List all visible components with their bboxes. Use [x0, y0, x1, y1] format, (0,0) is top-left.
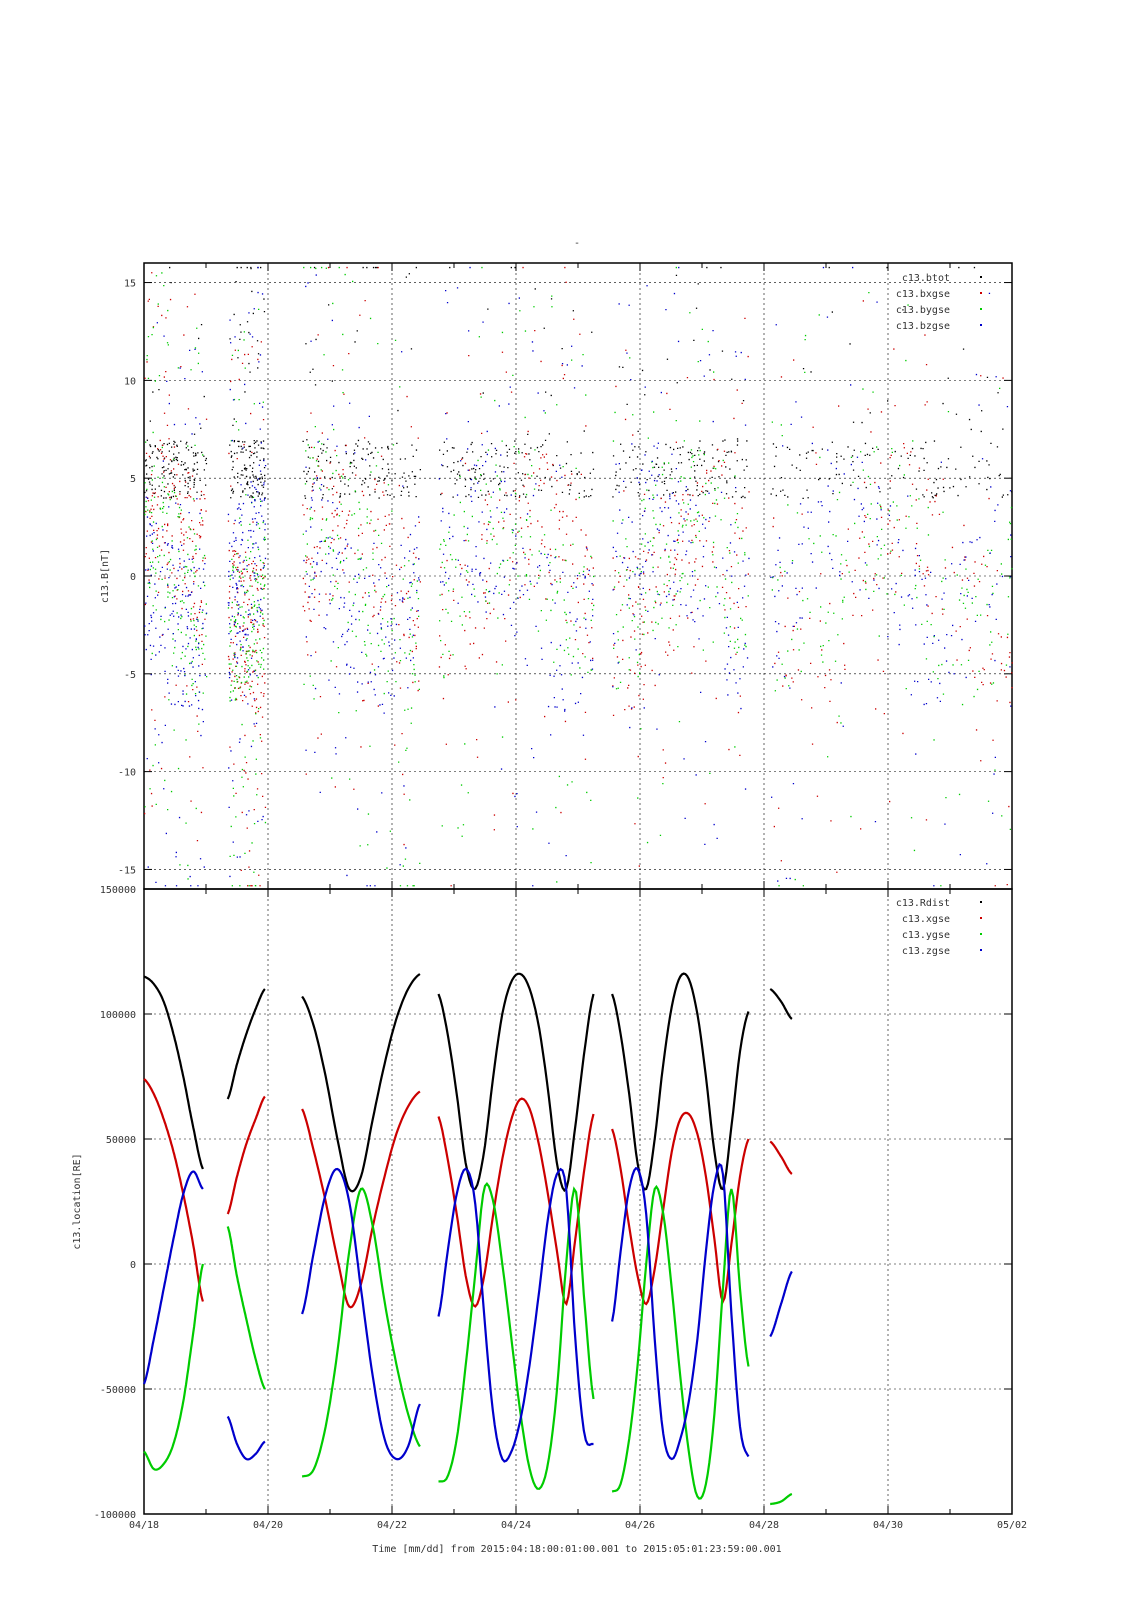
scatter-points-c13-btot: [302, 266, 421, 499]
scatter-points-c13-btot: [229, 266, 266, 499]
top-legend: c13.btot c13.bxgse c13.bygse c13.bzgse: [896, 273, 982, 332]
bottom-y-tick-label: 0: [130, 1260, 136, 1271]
x-tick-label: 04/22: [377, 1520, 407, 1531]
series-line-ygse: [611, 1184, 750, 1500]
scatter-points-c13-bygse: [302, 266, 421, 887]
scatter-points-c13-btot: [770, 266, 1013, 499]
top-y-ticks: 15 10 5 0 -5 -10 -15: [118, 279, 1012, 876]
top-legend-label: c13.bygse: [896, 305, 950, 316]
series-line-xgse: [226, 1095, 266, 1215]
bottom-y-ticks: 150000 100000 50000 0 -50000 -100000: [94, 885, 1012, 1521]
top-legend-marker: [980, 276, 982, 278]
magnetic-field-panel: 15 10 5 0 -5 -10 -15 c13.B[nT] c13.btot c13.bxg…: [100, 262, 1013, 890]
top-y-tick-label: 15: [124, 279, 136, 290]
top-legend-label: c13.bxgse: [896, 289, 950, 300]
series-line-rdist: [301, 973, 421, 1193]
scatter-points-c13-bygse: [144, 272, 208, 880]
series-line-ygse: [143, 1263, 204, 1471]
bottom-y-tick-label: -50000: [100, 1385, 136, 1396]
bottom-y-tick-label: 100000: [100, 1010, 136, 1021]
x-tick-label: 04/28: [749, 1520, 779, 1531]
top-scatter-marks: [144, 266, 1013, 887]
x-tick-label: 04/24: [501, 1520, 531, 1531]
x-tick-label: 04/30: [873, 1520, 903, 1531]
series-line-zgse: [226, 1415, 266, 1461]
bottom-legend-label: c13.Rdist: [896, 898, 950, 909]
series-line-rdist: [143, 975, 204, 1170]
bottom-y-axis-label: c13.location[RE]: [72, 1153, 83, 1249]
x-tick-label: 04/20: [253, 1520, 283, 1531]
top-y-tick-label: -10: [118, 768, 136, 779]
scatter-points-c13-bzgse: [144, 322, 208, 887]
scatter-points-c13-bxgse: [227, 341, 267, 887]
scatter-points-c13-btot: [612, 266, 748, 499]
top-y-tick-label: 5: [130, 474, 136, 485]
series-line-ygse: [438, 1182, 595, 1490]
top-y-axis-label: c13.B[nT]: [100, 549, 111, 603]
series-line-rdist: [226, 988, 266, 1100]
bottom-legend-marker: [980, 949, 982, 951]
series-line-zgse: [142, 1170, 204, 1385]
top-legend-marker: [980, 292, 982, 294]
bottom-grid: [144, 889, 1012, 1514]
top-grid: [144, 263, 1012, 889]
top-y-tick-label: 0: [130, 572, 136, 583]
series-line-xgse: [437, 1097, 595, 1308]
bottom-y-tick-label: -100000: [94, 1510, 136, 1521]
series-line-zgse: [437, 1167, 594, 1463]
scatter-points-c13-btot: [439, 266, 595, 498]
top-marker: -: [574, 238, 580, 249]
location-panel: 150000 100000 50000 0 -50000 -100000 c13.loca…: [72, 885, 1013, 1521]
scatter-points-c13-btot: [144, 266, 208, 499]
bottom-y-tick-label: 50000: [106, 1135, 136, 1146]
bottom-legend-marker: [980, 901, 982, 903]
x-axis-label: Time [mm/dd] from 2015:04:18:00:01:00.00…: [372, 1544, 781, 1555]
series-line-rdist: [611, 972, 750, 1191]
series-line-rdist: [437, 972, 595, 1193]
bottom-legend: c13.Rdist c13.xgse c13.ygse c13.zgse: [896, 898, 982, 957]
scatter-points-c13-bzgse: [303, 274, 420, 887]
top-y-tick-label: 10: [124, 376, 136, 387]
scatter-points-c13-bxgse: [302, 266, 421, 846]
series-line-zgse: [611, 1162, 750, 1461]
x-tick-label: 04/26: [625, 1520, 655, 1531]
scatter-points-c13-bxgse: [772, 300, 1013, 887]
series-line-ygse: [770, 1492, 793, 1506]
bottom-legend-label: c13.zgse: [902, 946, 950, 957]
top-legend-marker: [980, 308, 982, 310]
top-legend-label: c13.bzgse: [896, 321, 950, 332]
x-tick-label: 04/18: [129, 1520, 159, 1531]
series-line-zgse: [301, 1167, 421, 1461]
scatter-points-c13-bzgse: [612, 266, 750, 845]
top-y-tick-label: -15: [118, 865, 136, 876]
bottom-y-tick-label: 150000: [100, 885, 136, 896]
series-line-xgse: [611, 1111, 750, 1306]
scatter-points-c13-bygse: [227, 308, 267, 887]
bottom-legend-label: c13.ygse: [902, 930, 950, 941]
top-y-tick-label: -5: [124, 670, 136, 681]
bottom-legend-label: c13.xgse: [902, 914, 950, 925]
bottom-legend-marker: [980, 933, 982, 935]
bottom-legend-marker: [980, 917, 982, 919]
series-line-zgse: [769, 1270, 793, 1338]
scatter-points-c13-bxgse: [612, 317, 750, 867]
scatter-points-c13-bygse: [612, 266, 749, 844]
series-line-xgse: [301, 1090, 421, 1309]
scatter-points-c13-bygse: [439, 266, 595, 883]
scatter-points-c13-bzgse: [770, 266, 1012, 887]
series-line-ygse: [301, 1187, 421, 1478]
series-line-xgse: [769, 1140, 793, 1175]
x-axis-ticks: 04/18 04/20 04/22 04/24 04/26 04/28 04/30 05/02: [129, 263, 1027, 1531]
top-legend-label: c13.btot: [902, 273, 950, 284]
series-line-ygse: [226, 1226, 266, 1390]
series-line-xgse: [143, 1078, 204, 1302]
bottom-line-marks: [142, 972, 793, 1506]
x-tick-label: 05/02: [997, 1520, 1027, 1531]
scatter-points-c13-bxgse: [144, 272, 208, 842]
top-legend-marker: [980, 324, 982, 326]
series-line-rdist: [769, 988, 793, 1020]
